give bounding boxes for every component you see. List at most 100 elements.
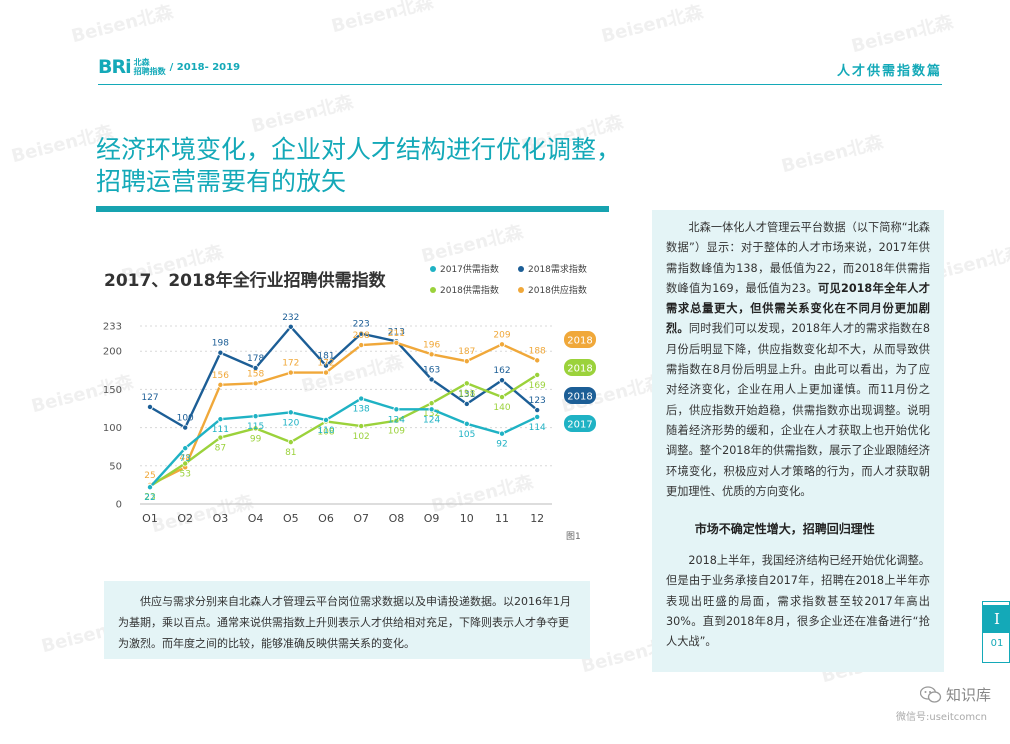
wechat-name: 知识库 xyxy=(946,686,992,704)
y-tick-label: 233 xyxy=(103,322,122,333)
data-point xyxy=(358,342,365,349)
data-label: 73 xyxy=(179,454,190,464)
page-title-line1: 经济环境变化，企业对人才结构进行优化调整， xyxy=(96,135,622,164)
analysis-heading: 市场不确定性增大，招聘回归理性 xyxy=(694,522,875,537)
data-label: 158 xyxy=(247,369,264,379)
data-point xyxy=(463,380,470,387)
legend-label: 2018供需指数 xyxy=(440,286,499,296)
series-tag-label: 2018 xyxy=(567,336,592,347)
legend-dot xyxy=(430,265,436,272)
data-point xyxy=(393,339,400,346)
section-title: 人才供需指数篇 xyxy=(836,64,942,79)
data-label: 172 xyxy=(282,359,299,369)
chart-legend: 2017供需指数 2018需求指数 2018供需指数 2018供应指数 xyxy=(430,262,620,296)
legend-label: 2018供应指数 xyxy=(528,286,587,296)
analysis-p1-highlight: 可见2018年全年人才需求总量更大，但供需关系变化在不同月份更加剧烈。 xyxy=(666,281,930,336)
data-point xyxy=(393,406,400,413)
data-label: 120 xyxy=(282,418,299,428)
logo-year: / 2018- 2019 xyxy=(169,61,241,73)
legend-dot xyxy=(518,265,524,272)
data-point xyxy=(252,365,259,372)
data-label: 114 xyxy=(529,423,546,433)
series-tag-label: 2018 xyxy=(567,364,592,375)
data-label: 99 xyxy=(250,434,262,444)
data-point xyxy=(322,362,329,369)
page-tab: I 01 xyxy=(982,601,1010,663)
x-tick-label: O1 xyxy=(142,512,158,525)
data-label: 110 xyxy=(317,426,334,436)
data-label: 138 xyxy=(353,405,370,415)
data-label: 87 xyxy=(215,444,226,454)
data-point xyxy=(428,400,435,407)
data-label: 124 xyxy=(423,415,440,425)
data-label: 48 xyxy=(179,453,191,463)
data-point xyxy=(463,400,470,407)
data-point xyxy=(534,371,541,378)
x-tick-label: O6 xyxy=(318,512,334,525)
legend-dot xyxy=(518,286,524,293)
analysis-p1-text-a: 北森一体化人才管理云平台数据（以下简称“北森数据”）显示：对于整体的人才市场来说… xyxy=(666,221,930,295)
y-tick-label: 200 xyxy=(103,347,122,358)
data-label: 198 xyxy=(212,339,229,349)
data-label: 111 xyxy=(212,425,229,435)
data-label: 162 xyxy=(493,366,510,376)
data-point xyxy=(498,394,505,401)
data-point xyxy=(287,409,294,416)
data-label: 109 xyxy=(388,427,405,437)
watermark-text: Beisen北森 xyxy=(249,91,356,138)
data-label: 181 xyxy=(317,352,334,362)
series-tag xyxy=(564,359,596,376)
data-label: 105 xyxy=(458,430,475,440)
wechat-mark: 知识库 xyxy=(920,684,991,705)
legend-dot xyxy=(430,286,436,293)
series-line xyxy=(149,373,538,488)
analysis-p1-text-c: 同时我们可以发现，2018年人才的需求指数在8月份后明显下降，供应指数变化却不大… xyxy=(666,322,930,498)
data-point xyxy=(358,423,365,430)
data-label: 124 xyxy=(388,415,405,425)
data-label: 22 xyxy=(144,493,155,503)
figure-caption: 图1 xyxy=(566,532,581,542)
data-point xyxy=(498,377,505,384)
page-title-line2: 招聘运营需要有的放矢 xyxy=(96,167,347,196)
data-label: 196 xyxy=(423,340,440,350)
data-label: 92 xyxy=(496,440,507,450)
data-label: 172 xyxy=(317,359,334,369)
data-point xyxy=(534,357,541,364)
data-point xyxy=(287,439,294,446)
series-tag-label: 2017 xyxy=(567,420,592,431)
x-tick-label: O5 xyxy=(283,512,299,525)
data-point xyxy=(217,416,224,423)
data-point xyxy=(182,445,189,452)
legend-label: 2017供需指数 xyxy=(440,265,499,275)
x-tick-label: 10 xyxy=(460,512,474,525)
x-tick-label: O2 xyxy=(177,512,193,525)
logo-text: 北森 招聘指数 xyxy=(134,58,166,76)
legend-label: 2018需求指数 xyxy=(528,265,587,275)
data-label: 131 xyxy=(458,390,475,400)
data-label: 102 xyxy=(353,432,370,442)
data-point xyxy=(393,417,400,424)
data-point xyxy=(358,395,365,402)
chapter-number: I xyxy=(983,605,1010,633)
data-point xyxy=(182,460,189,467)
y-tick-label: 50 xyxy=(109,461,122,472)
chart-title: 2017、2018年全行业招聘供需指数 xyxy=(104,271,386,291)
title-underline xyxy=(96,206,609,212)
x-tick-label: 12 xyxy=(530,512,544,525)
series-tag-label: 2018 xyxy=(567,392,592,403)
data-point xyxy=(358,330,365,337)
logo-line1: 北森 xyxy=(133,58,150,67)
x-tick-label: O3 xyxy=(213,512,229,525)
data-point xyxy=(252,380,259,387)
legend-item-2017-ratio: 2017供需指数 xyxy=(430,262,518,275)
data-point xyxy=(287,323,294,330)
analysis-panel: 北森一体化人才管理云平台数据（以下简称“北森数据”）显示：对于整体的人才市场来说… xyxy=(652,210,944,672)
data-point xyxy=(463,358,470,365)
wechat-icon xyxy=(920,685,942,703)
x-tick-label: O9 xyxy=(424,512,440,525)
data-point xyxy=(534,413,541,420)
data-label: 208 xyxy=(353,331,370,341)
data-point xyxy=(322,416,329,423)
series-tag xyxy=(564,331,596,348)
